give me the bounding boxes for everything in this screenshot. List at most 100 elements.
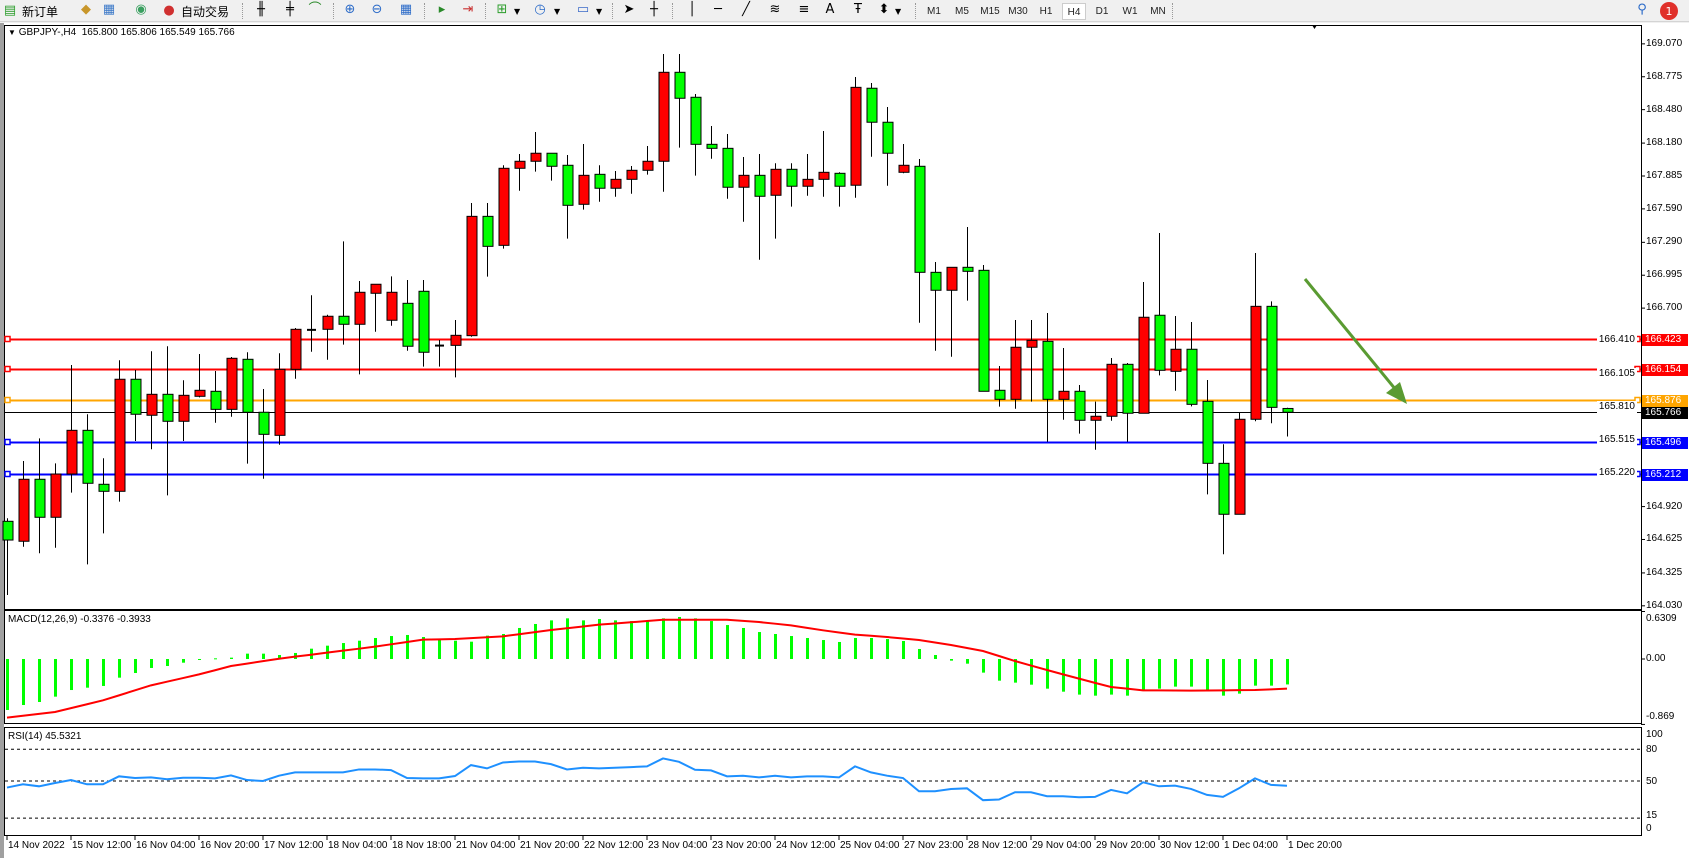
auto-trading-button[interactable]: ● 自动交易 [161,2,229,20]
chart-shift-marker-icon[interactable] [1312,25,1317,29]
candle-body[interactable] [1234,418,1246,515]
timeframe-m15[interactable]: M15 [980,6,1000,17]
arrow-head-icon[interactable] [1386,382,1407,404]
chevron-down-icon[interactable]: ▼ [554,6,561,16]
candle-body[interactable] [66,429,78,475]
candle-body[interactable] [754,174,766,197]
candle-body[interactable] [242,358,254,413]
chart-shift-icon[interactable]: ▸ [438,2,446,17]
candle-body[interactable] [802,178,814,187]
candle-body[interactable] [50,473,62,518]
timeframe-h1[interactable]: H1 [1039,6,1053,17]
candle-body[interactable] [930,271,942,291]
candle-body[interactable] [594,173,606,189]
timeframe-m30[interactable]: M30 [1008,6,1028,17]
timeframe-m5[interactable]: M5 [955,6,969,17]
candle-body[interactable] [34,478,46,518]
candle-body[interactable] [610,178,622,189]
candle-body[interactable] [18,478,30,542]
candle-body[interactable] [1106,363,1118,417]
tile-windows-icon[interactable]: ▦ [399,2,413,17]
candle-body[interactable] [338,315,350,325]
candle-body[interactable] [450,334,462,346]
candle-body[interactable] [994,389,1006,400]
trendline-icon[interactable]: ╱ [742,2,750,17]
candle-body[interactable] [402,302,414,347]
candle-body[interactable] [1266,305,1278,408]
templates-icon[interactable]: ▭ [576,2,590,17]
candle-body[interactable] [1010,346,1022,400]
candle-body[interactable] [882,121,894,154]
candle-body[interactable] [626,169,638,180]
candle-body[interactable] [482,215,494,247]
candle-body[interactable] [498,167,510,246]
vertical-line-icon[interactable]: │ [688,2,696,17]
collapse-icon[interactable]: ▼ [8,28,16,37]
candle-body[interactable] [770,168,782,196]
candle-body[interactable] [162,393,174,422]
candle-body[interactable] [642,160,654,171]
candle-body[interactable] [1074,390,1086,421]
text-label-icon[interactable]: Ŧ [854,2,862,17]
candle-body[interactable] [786,168,798,187]
candle-body[interactable] [1058,390,1070,400]
candle-body[interactable] [898,164,910,173]
chevron-down-icon[interactable]: ▼ [895,6,902,16]
cursor-icon[interactable]: ➤ [623,2,635,17]
candle-body[interactable] [98,483,110,492]
fibonacci-icon[interactable]: ≋ [769,2,781,17]
candle-body[interactable] [322,315,334,330]
candle-body[interactable] [82,429,94,484]
auto-scroll-icon[interactable]: ⇥ [462,2,474,17]
trend-arrow-line[interactable] [1303,278,1398,391]
candle-body[interactable] [1218,462,1230,515]
candle-body[interactable] [834,172,846,187]
candle-body[interactable] [226,357,238,410]
candle-body[interactable] [1122,363,1134,414]
indicators-icon[interactable]: ⊞ [496,2,508,17]
candle-body[interactable] [258,411,270,435]
candle-body[interactable] [1282,407,1294,413]
candle-body[interactable] [962,266,974,272]
candle-body[interactable] [1026,339,1038,348]
candle-body[interactable] [738,174,750,188]
candle-body[interactable] [690,96,702,145]
candle-body[interactable] [722,147,734,188]
level-handle[interactable] [4,365,11,373]
candle-body[interactable] [386,291,398,321]
candle-body[interactable] [978,269,990,392]
level-handle[interactable] [4,396,11,404]
text-icon[interactable]: A [825,2,835,17]
candle-body[interactable] [274,368,286,436]
timeframe-d1[interactable]: D1 [1095,6,1109,17]
chevron-down-icon[interactable]: ▼ [514,6,521,16]
candle-body[interactable] [1154,314,1166,371]
candle-body[interactable] [1170,348,1182,372]
candle-body[interactable] [546,152,558,167]
search-icon[interactable]: ⚲ [1637,2,1647,17]
market-watch-icon[interactable]: ▦ [102,2,116,17]
line-chart-icon[interactable]: ⌒ [308,2,322,17]
candle-body[interactable] [818,171,830,180]
meta-editor-icon[interactable]: ◆ [81,2,91,17]
candle-body[interactable] [914,165,926,273]
candle-body[interactable] [114,378,126,492]
candle-body[interactable] [562,164,574,206]
candle-body[interactable] [1250,305,1262,420]
candle-body[interactable] [146,393,158,416]
candle-body[interactable] [674,71,686,99]
timeframe-mn[interactable]: MN [1150,6,1166,17]
candle-body[interactable] [658,71,670,162]
candle-body[interactable] [466,215,478,337]
candle-body[interactable] [290,328,302,370]
candle-body[interactable] [2,520,14,541]
level-handle[interactable] [4,335,11,343]
level-handle[interactable] [1634,396,1641,404]
candle-body[interactable] [1202,400,1214,464]
zoom-out-icon[interactable]: ⊖ [371,2,383,17]
candle-body[interactable] [946,266,958,291]
fibo-fan-icon[interactable]: ≡ [798,2,810,17]
candle-body[interactable] [1042,340,1054,400]
crosshair-icon[interactable]: ┼ [650,2,658,17]
